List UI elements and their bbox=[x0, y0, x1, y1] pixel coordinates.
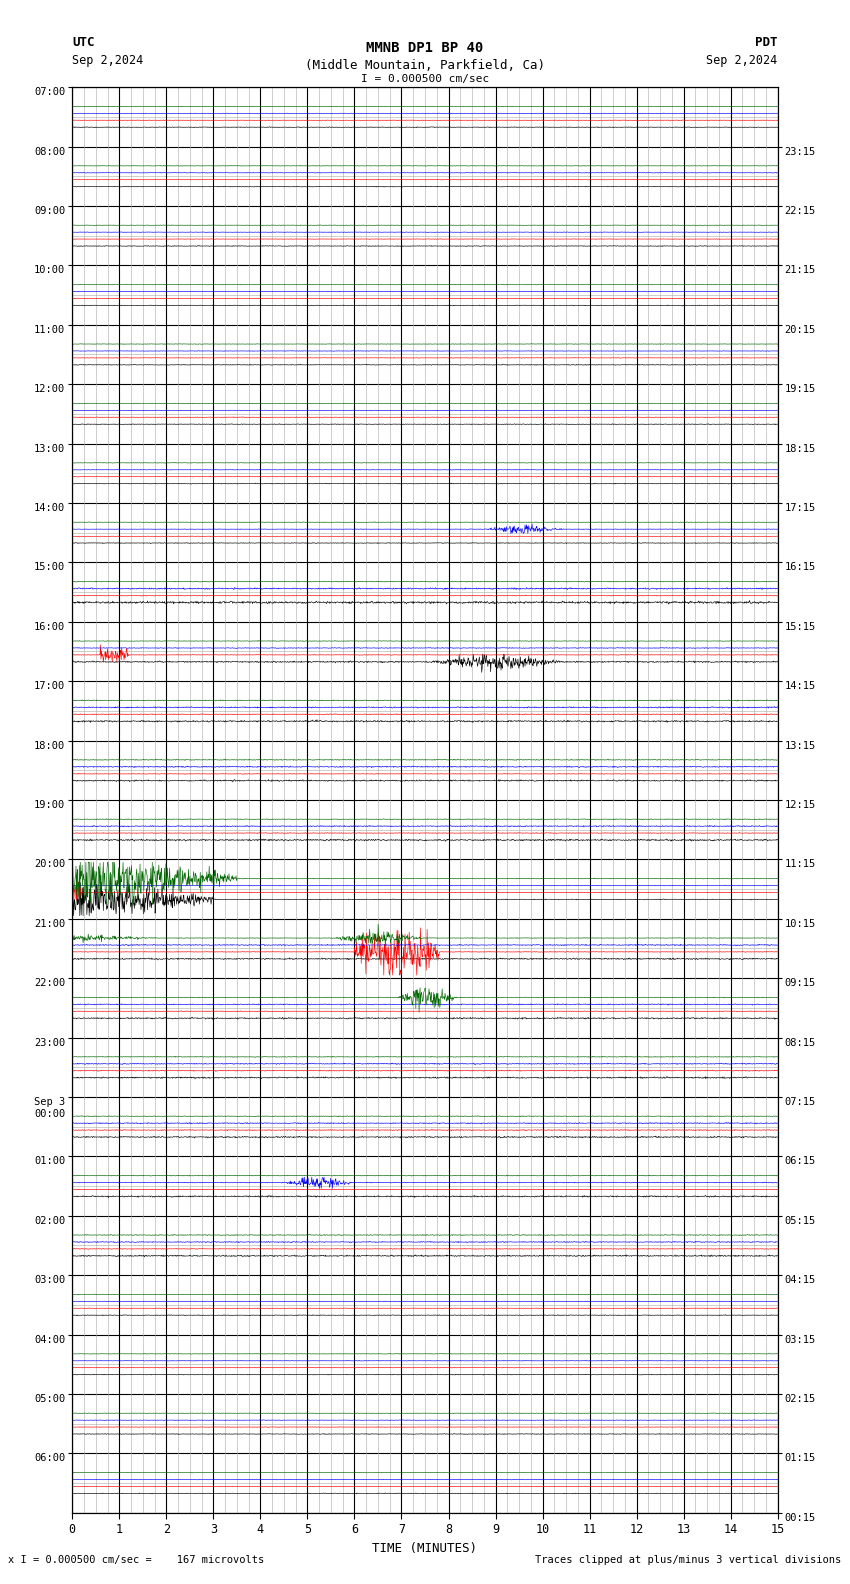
Text: Sep 2,2024: Sep 2,2024 bbox=[706, 54, 778, 67]
Text: (Middle Mountain, Parkfield, Ca): (Middle Mountain, Parkfield, Ca) bbox=[305, 59, 545, 71]
X-axis label: TIME (MINUTES): TIME (MINUTES) bbox=[372, 1541, 478, 1554]
Text: Traces clipped at plus/minus 3 vertical divisions: Traces clipped at plus/minus 3 vertical … bbox=[536, 1555, 842, 1565]
Text: Sep 2,2024: Sep 2,2024 bbox=[72, 54, 144, 67]
Text: MMNB DP1 BP 40: MMNB DP1 BP 40 bbox=[366, 41, 484, 55]
Text: I = 0.000500 cm/sec: I = 0.000500 cm/sec bbox=[361, 74, 489, 84]
Text: x I = 0.000500 cm/sec =    167 microvolts: x I = 0.000500 cm/sec = 167 microvolts bbox=[8, 1555, 264, 1565]
Text: UTC: UTC bbox=[72, 36, 94, 49]
Text: PDT: PDT bbox=[756, 36, 778, 49]
